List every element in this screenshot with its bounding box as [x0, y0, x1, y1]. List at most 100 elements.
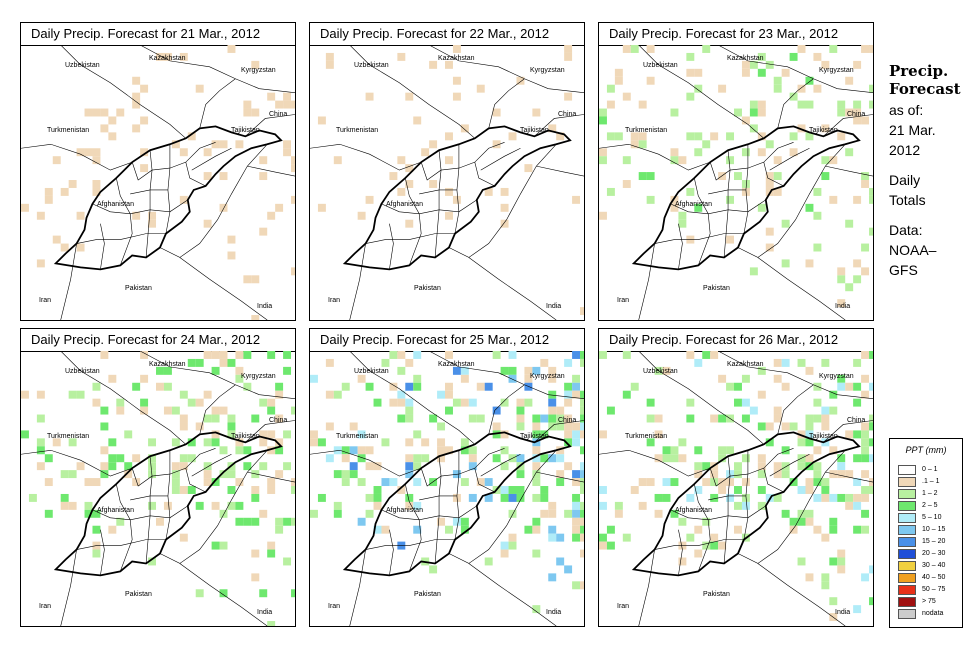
province-border	[420, 142, 505, 181]
country-border	[536, 165, 584, 177]
afghanistan-outline	[631, 125, 861, 271]
precip-cell	[92, 108, 101, 117]
precip-cell	[291, 478, 295, 487]
precip-cell	[805, 76, 814, 85]
legend-label: > 75	[922, 598, 936, 605]
precip-cell	[861, 267, 870, 276]
precip-cell	[821, 172, 830, 181]
precip-cell	[580, 430, 584, 439]
precip-cell	[283, 430, 292, 439]
precip-cell	[508, 486, 517, 494]
precip-cell	[317, 438, 326, 447]
precip-cell	[580, 462, 584, 471]
precip-cell	[291, 589, 295, 598]
legend-label: 10 – 15	[922, 526, 946, 533]
precip-cell	[686, 92, 695, 101]
precip-cell	[92, 156, 101, 165]
precip-cell	[132, 92, 141, 101]
precip-cell	[243, 382, 252, 391]
province-border	[389, 223, 394, 270]
precip-cell	[195, 422, 204, 431]
precip-cell	[100, 462, 109, 471]
precip-cell	[405, 398, 414, 407]
precip-cell	[500, 398, 509, 407]
precip-cell	[405, 462, 414, 471]
precip-cell	[235, 501, 244, 510]
precip-cell	[52, 235, 61, 244]
precip-cell	[413, 351, 422, 359]
precip-cell	[773, 172, 782, 181]
precip-cell	[837, 470, 846, 479]
precip-cell	[572, 374, 581, 383]
precip-cell	[140, 164, 149, 173]
precip-cell	[468, 446, 477, 455]
precip-cell	[291, 267, 295, 276]
precip-cell	[773, 470, 782, 479]
province-border	[389, 529, 394, 576]
precip-cell	[267, 406, 276, 415]
precip-cell	[773, 493, 782, 502]
precip-cell	[686, 351, 695, 359]
precip-cell	[606, 187, 615, 196]
precip-cell	[670, 509, 679, 518]
precip-cell	[283, 351, 292, 359]
country-border	[717, 351, 873, 399]
precip-cell	[381, 438, 390, 447]
precip-cell	[357, 430, 366, 439]
precip-cell	[813, 525, 822, 534]
legend-item: 1 – 2	[898, 489, 960, 500]
precip-cell	[156, 382, 164, 391]
precip-cell	[76, 462, 85, 471]
precip-cell	[805, 100, 814, 109]
precip-cell	[702, 140, 711, 149]
precip-cell	[797, 462, 806, 471]
precip-cell	[718, 454, 727, 463]
precip-cell	[325, 390, 334, 399]
precip-cell	[445, 132, 453, 141]
country-border	[536, 471, 584, 483]
precip-cell	[580, 422, 584, 431]
province-border	[745, 450, 749, 518]
country-border	[139, 45, 295, 93]
precip-cell	[140, 351, 149, 359]
country-label-afghanistan: Afghanistan	[675, 507, 712, 514]
province-border	[727, 150, 731, 210]
precip-cell	[452, 92, 461, 101]
precip-map	[21, 351, 295, 626]
legend-swatch	[898, 489, 916, 499]
precip-cell	[259, 462, 268, 471]
precip-cell	[187, 398, 196, 407]
country-label-india: India	[546, 609, 562, 616]
precip-cell	[492, 351, 501, 359]
precip-cell	[373, 501, 382, 510]
precip-cell	[869, 438, 873, 447]
province-border	[727, 456, 731, 516]
precip-cell	[452, 76, 461, 85]
precip-cell	[524, 398, 533, 407]
precip-cell	[678, 557, 687, 566]
precip-cell	[757, 454, 766, 463]
precip-cell	[853, 605, 862, 614]
precip-cell	[445, 390, 453, 399]
precip-cell	[349, 422, 358, 431]
precip-cell	[580, 525, 584, 534]
legend-title: PPT (mm)	[905, 445, 947, 455]
precip-cell	[227, 251, 236, 260]
precip-cell	[757, 100, 766, 109]
precip-cell	[662, 478, 671, 487]
precip-cell	[662, 454, 671, 463]
precip-cell	[251, 60, 260, 69]
precip-cell	[540, 414, 549, 423]
precip-cell	[572, 195, 581, 204]
precip-cell	[227, 45, 236, 53]
precip-cell	[100, 406, 109, 415]
precip-cell	[100, 470, 109, 479]
country-border	[599, 449, 711, 477]
country-label-pakistan: Pakistan	[703, 285, 730, 292]
precip-cell	[171, 140, 180, 149]
precip-cell	[92, 549, 101, 558]
precip-cell	[694, 446, 703, 455]
precip-cell	[365, 195, 374, 204]
precip-cell	[757, 366, 766, 375]
afghanistan-outline	[631, 431, 861, 577]
